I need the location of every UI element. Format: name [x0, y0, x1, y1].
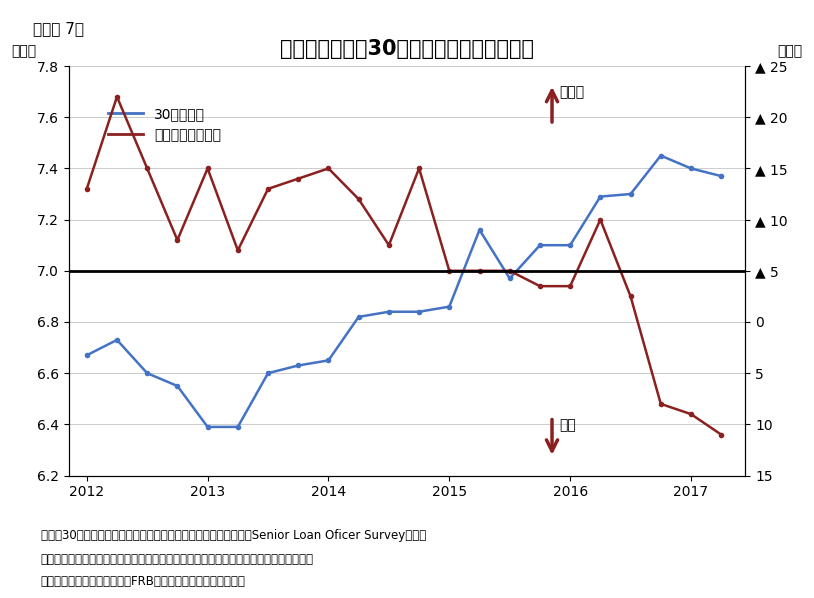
- Text: （図表 7）: （図表 7）: [33, 21, 84, 36]
- Text: （注）30日延滞率は自動車ローン残高に占める割合。貸出基準はSenior Loan Oficer Surveyによる: （注）30日延滞率は自動車ローン残高に占める割合。貸出基準はSenior Loa…: [41, 529, 426, 542]
- Title: 自動車ローンの30日延滞率および貸出基準: 自動車ローンの30日延滞率および貸出基準: [280, 39, 534, 59]
- Text: 厳格化: 厳格化: [559, 86, 584, 99]
- Legend: 30日延滞率, 貸出基準（右軸）: 30日延滞率, 貸出基準（右軸）: [103, 102, 226, 148]
- Text: 緩和: 緩和: [559, 418, 576, 432]
- Text: 回答の厳格化割合（厳格化と回答した割合から緩和と回答した割合を引いたもの）: 回答の厳格化割合（厳格化と回答した割合から緩和と回答した割合を引いたもの）: [41, 553, 313, 566]
- Text: （資料）ニューヨーク連銀、FRBよりニッセイ基礎研究所作成: （資料）ニューヨーク連銀、FRBよりニッセイ基礎研究所作成: [41, 575, 246, 588]
- Text: （％）: （％）: [11, 44, 37, 58]
- Text: （％）: （％）: [777, 44, 803, 58]
